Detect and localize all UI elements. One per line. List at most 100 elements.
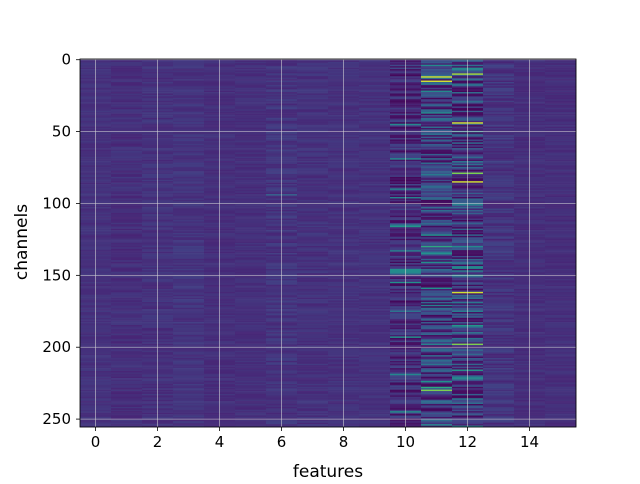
heatmap-cell	[173, 76, 205, 78]
heatmap-cell	[359, 158, 391, 160]
heatmap-cell	[173, 336, 205, 339]
heatmap-cell	[297, 255, 329, 258]
heatmap-cell	[297, 386, 329, 389]
heatmap-cell	[297, 149, 329, 152]
heatmap-cell	[545, 270, 577, 273]
heatmap-cell	[359, 409, 391, 412]
heatmap-cell	[297, 168, 329, 170]
heatmap-cell	[173, 395, 205, 398]
heatmap-cell	[483, 316, 515, 319]
heatmap-cell	[421, 340, 453, 343]
heatmap-cell	[173, 84, 205, 87]
heatmap-cell	[483, 392, 515, 395]
heatmap-cell	[359, 425, 391, 428]
heatmap-cell	[111, 372, 143, 375]
heatmap-cell	[111, 93, 143, 96]
heatmap-cell	[359, 372, 391, 375]
heatmap-cell	[297, 197, 329, 199]
heatmap-cell	[545, 271, 577, 274]
heatmap-cell	[545, 165, 577, 168]
heatmap-cell	[483, 87, 515, 90]
heatmap-cell	[297, 119, 329, 122]
heatmap-cell	[359, 136, 391, 139]
heatmap-cell	[545, 258, 577, 261]
heatmap-cell	[111, 284, 143, 287]
heatmap-cell	[421, 149, 453, 152]
heatmap-cell	[421, 146, 453, 149]
heatmap-cell	[483, 148, 515, 150]
heatmap-cell	[359, 67, 391, 70]
heatmap-cell	[111, 253, 143, 255]
heatmap-cell	[111, 303, 143, 306]
heatmap-cell	[235, 169, 267, 172]
heatmap-cell	[483, 270, 515, 273]
heatmap-cell	[483, 399, 515, 402]
heatmap-cell	[359, 276, 391, 278]
heatmap-cell	[173, 110, 205, 113]
heatmap-cell	[111, 220, 143, 222]
heatmap-cell	[297, 205, 329, 208]
heatmap-cell	[359, 386, 391, 389]
heatmap-cell	[359, 211, 391, 214]
heatmap-cell	[359, 296, 391, 298]
heatmap-cell	[111, 280, 143, 283]
heatmap-cell	[545, 110, 577, 113]
heatmap-cell	[421, 414, 453, 416]
heatmap-cell	[483, 230, 515, 232]
heatmap-cell	[545, 201, 577, 204]
heatmap-cell	[235, 421, 267, 423]
heatmap-cell	[111, 113, 143, 116]
heatmap-cell	[545, 422, 577, 425]
heatmap-cell	[235, 243, 267, 245]
heatmap-cell	[173, 146, 205, 149]
heatmap-cell	[545, 301, 577, 304]
heatmap-cell	[483, 115, 515, 117]
heatmap-cell	[173, 179, 205, 182]
heatmap-cell	[359, 227, 391, 229]
heatmap-cell	[483, 409, 515, 412]
heatmap-cell	[421, 163, 453, 166]
heatmap-cell	[421, 139, 453, 142]
heatmap-cell	[297, 84, 329, 87]
heatmap-cell	[483, 151, 515, 153]
heatmap-cell	[111, 184, 143, 186]
heatmap-cell	[173, 391, 205, 393]
heatmap-cell	[297, 69, 329, 71]
heatmap-cell	[111, 396, 143, 399]
heatmap-cell	[483, 389, 515, 392]
heatmap-cell	[483, 63, 515, 66]
heatmap-cell	[173, 102, 205, 104]
heatmap-cell	[421, 251, 453, 254]
heatmap-cell	[297, 201, 329, 204]
heatmap-cell	[235, 225, 267, 228]
heatmap-cell	[421, 176, 453, 179]
heatmap-cell	[359, 379, 391, 382]
heatmap-cell	[173, 335, 205, 337]
heatmap-cell	[421, 250, 453, 252]
heatmap-cell	[483, 329, 515, 331]
heatmap-cell	[297, 414, 329, 416]
heatmap-cell	[421, 245, 453, 248]
heatmap-cell	[297, 276, 329, 278]
heatmap-cell	[235, 373, 267, 376]
heatmap-cell	[359, 404, 391, 406]
heatmap-cell	[359, 182, 391, 185]
heatmap-cell	[297, 61, 329, 64]
heatmap-cell	[545, 232, 577, 235]
heatmap-cell	[111, 70, 143, 73]
heatmap-cell	[111, 96, 143, 99]
heatmap-cell	[173, 228, 205, 231]
heatmap-cell	[297, 198, 329, 201]
heatmap-cell	[173, 339, 205, 342]
heatmap-cell	[545, 146, 577, 149]
heatmap-cell	[235, 402, 267, 405]
heatmap-cell	[421, 421, 453, 423]
heatmap-cell	[421, 264, 453, 267]
heatmap-cell	[545, 234, 577, 237]
heatmap-cell	[235, 102, 267, 104]
heatmap-cell	[111, 294, 143, 297]
heatmap-cell	[235, 388, 267, 390]
heatmap-cell	[111, 231, 143, 234]
heatmap-cell	[483, 138, 515, 140]
heatmap-cell	[111, 238, 143, 241]
